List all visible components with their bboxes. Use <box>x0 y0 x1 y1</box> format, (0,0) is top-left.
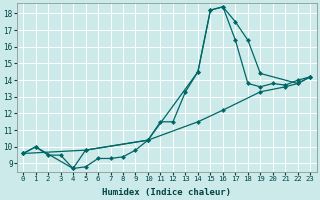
X-axis label: Humidex (Indice chaleur): Humidex (Indice chaleur) <box>102 188 231 197</box>
